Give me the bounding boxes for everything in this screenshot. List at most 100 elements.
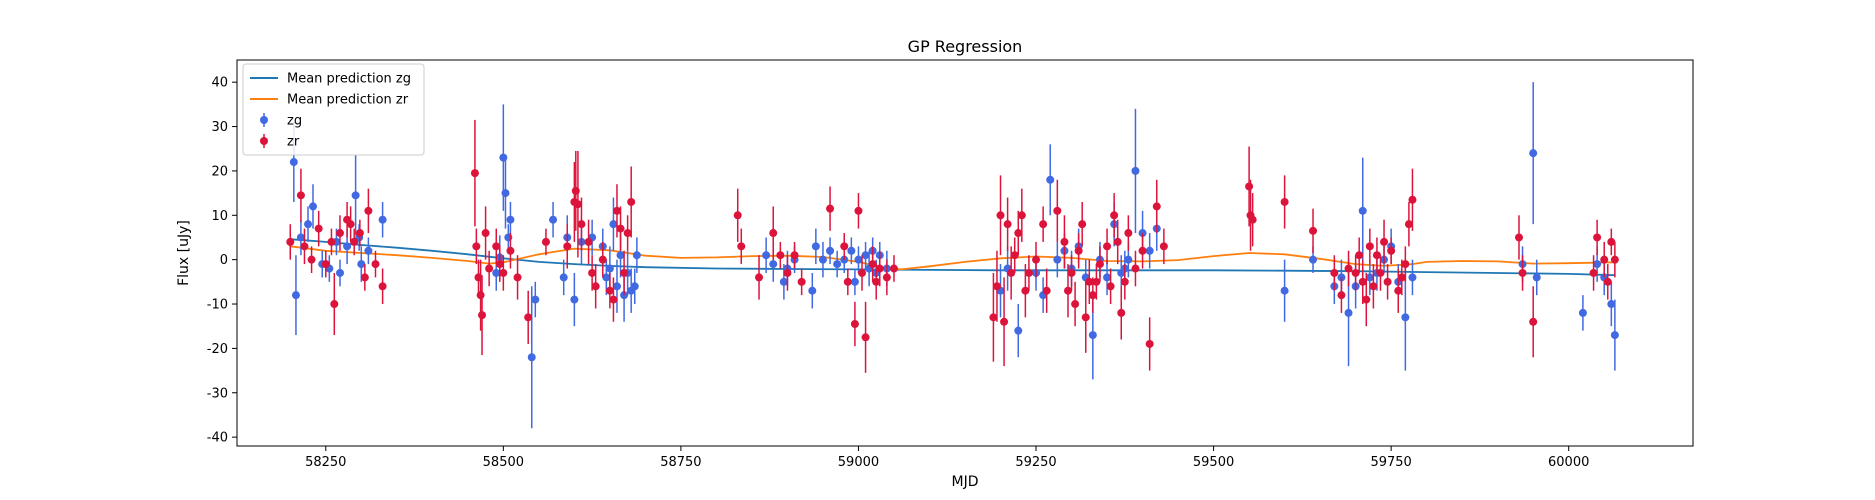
data-point: [1518, 268, 1527, 277]
data-point: [289, 158, 298, 167]
data-point: [330, 300, 339, 309]
x-tick-label: 59750: [1370, 455, 1411, 470]
data-point: [1600, 255, 1609, 264]
data-point: [616, 224, 625, 233]
legend-label: zr: [287, 135, 300, 150]
data-point: [1365, 273, 1374, 282]
data-point: [1046, 175, 1055, 184]
data-point: [850, 319, 859, 328]
data-point: [1039, 220, 1048, 229]
data-point: [506, 246, 515, 255]
data-point: [875, 264, 884, 273]
data-point: [472, 242, 481, 251]
y-tick-label: 40: [211, 76, 228, 91]
x-tick-label: 58500: [483, 455, 524, 470]
data-point: [1053, 255, 1062, 264]
data-point: [1088, 291, 1097, 300]
data-point: [627, 197, 636, 206]
x-tick-label: 59000: [838, 455, 879, 470]
data-point: [1110, 211, 1119, 220]
data-point: [308, 202, 317, 211]
data-point: [335, 229, 344, 238]
data-point: [360, 273, 369, 282]
data-point: [378, 282, 387, 291]
data-point: [1607, 237, 1616, 246]
chart-title: GP Regression: [908, 37, 1023, 56]
data-point: [1088, 331, 1097, 340]
data-point: [355, 229, 364, 238]
data-point: [1152, 202, 1161, 211]
data-point: [506, 215, 515, 224]
data-point: [1408, 273, 1417, 282]
data-point: [501, 189, 510, 198]
legend-entry: Mean prediction zg: [250, 72, 411, 87]
data-point: [602, 273, 611, 282]
data-point: [1145, 246, 1154, 255]
data-point: [1607, 300, 1616, 309]
data-point: [826, 246, 835, 255]
legend-entry: zg: [260, 113, 302, 129]
data-point: [524, 313, 533, 322]
data-point: [478, 311, 487, 320]
data-point: [1078, 220, 1087, 229]
data-point: [485, 264, 494, 273]
data-point: [612, 282, 621, 291]
data-point: [989, 313, 998, 322]
data-point: [335, 268, 344, 277]
series-zr: [286, 119, 1619, 373]
data-point: [769, 260, 778, 269]
data-point: [1578, 308, 1587, 317]
data-point: [808, 286, 817, 295]
data-point: [1603, 277, 1612, 286]
data-point: [826, 204, 835, 213]
x-axis-label: MJD: [952, 474, 979, 490]
data-point: [1401, 313, 1410, 322]
plot-frame: [236, 59, 1694, 447]
data-point: [1003, 220, 1012, 229]
legend-label: Mean prediction zr: [287, 93, 409, 108]
x-tick-label: 59250: [1015, 455, 1056, 470]
data-point: [513, 273, 522, 282]
data-point: [559, 273, 568, 282]
y-tick-label: 10: [211, 209, 228, 224]
data-point: [1060, 237, 1069, 246]
data-point: [1610, 255, 1619, 264]
data-point: [854, 255, 863, 264]
data-point: [1344, 264, 1353, 273]
data-point: [762, 251, 771, 260]
data-point: [1397, 273, 1406, 282]
data-point: [1383, 277, 1392, 286]
data-point: [1024, 268, 1033, 277]
data-point: [620, 268, 629, 277]
data-point: [1138, 246, 1147, 255]
data-point: [882, 273, 891, 282]
data-point: [598, 255, 607, 264]
data-point: [1106, 282, 1115, 291]
legend-entry: zr: [260, 134, 300, 150]
data-point: [868, 260, 877, 269]
data-point: [1103, 242, 1112, 251]
data-point: [1280, 197, 1289, 206]
data-point: [470, 169, 479, 178]
data-point: [1074, 246, 1083, 255]
y-tick-label: 30: [211, 120, 228, 135]
data-point: [300, 242, 309, 251]
legend-box: [242, 63, 425, 156]
data-point: [1159, 242, 1168, 251]
data-point: [861, 251, 870, 260]
data-point: [1010, 251, 1019, 260]
data-point: [346, 220, 355, 229]
data-point: [1529, 317, 1538, 326]
data-point: [286, 237, 295, 246]
data-point: [378, 215, 387, 224]
legend-label: Mean prediction zg: [287, 72, 411, 87]
data-point: [996, 211, 1005, 220]
data-point: [1372, 251, 1381, 260]
data-point: [790, 251, 799, 260]
data-point: [1610, 331, 1619, 340]
data-point: [541, 237, 550, 246]
data-point: [343, 242, 352, 251]
data-point: [1309, 226, 1318, 235]
y-tick-label: -10: [207, 298, 228, 313]
